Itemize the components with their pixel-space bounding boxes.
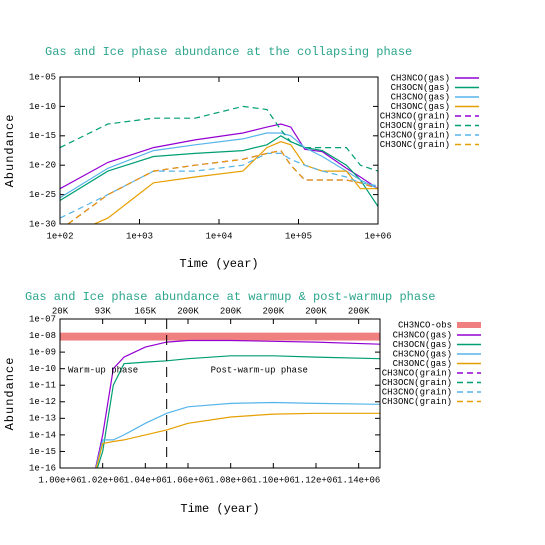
legend-label: CH3NCO(gas) xyxy=(391,73,450,83)
x-tick-label: 1.06e+06 xyxy=(166,475,209,485)
legend-label: CH3CNO(gas) xyxy=(393,349,452,359)
series-line xyxy=(60,105,378,172)
series-line xyxy=(66,149,378,224)
legend-label: CH3OCN(grain) xyxy=(382,378,452,388)
x-axis-label: Time (year) xyxy=(179,257,258,271)
x2-tick-label: 20K xyxy=(52,306,69,316)
legend-label: CH3NCO-obs xyxy=(398,320,452,330)
legend-label: CH3ONC(gas) xyxy=(391,102,450,112)
series-line xyxy=(94,339,380,468)
series-line xyxy=(60,135,378,207)
series-line xyxy=(60,123,378,190)
x-tick-label: 1.04e+06 xyxy=(124,475,167,485)
x2-tick-label: 93K xyxy=(95,306,112,316)
x-tick-label: 1e+02 xyxy=(46,231,73,241)
legend-label: CH3NCO(grain) xyxy=(380,111,450,121)
chart-title: Gas and Ice phase abundance at the colla… xyxy=(45,45,412,59)
series-group xyxy=(94,339,380,468)
series-line xyxy=(96,355,380,468)
legend-label: CH3ONC(grain) xyxy=(382,397,452,407)
x2-tick-label: 165K xyxy=(135,306,157,316)
y-axis-label: Abundance xyxy=(3,114,17,188)
y-tick-label: 1e-09 xyxy=(29,347,56,357)
x-tick-label: 1.02e+06 xyxy=(81,475,124,485)
x-tick-label: 1e+03 xyxy=(126,231,153,241)
x2-tick-label: 200K xyxy=(305,306,327,316)
y-tick-label: 1e-10 xyxy=(29,364,56,374)
series-group xyxy=(60,105,378,224)
legend-label: CH3NCO(grain) xyxy=(382,368,452,378)
series-line xyxy=(92,141,378,224)
x-tick-label: 1.08e+06 xyxy=(209,475,252,485)
x-tick-label: 1.10e+06 xyxy=(252,475,295,485)
legend-label: CH3ONC(grain) xyxy=(380,140,450,150)
plot-frame xyxy=(59,76,379,225)
chart-title: Gas and Ice phase abundance at warmup & … xyxy=(25,290,435,304)
series-line xyxy=(95,401,380,468)
y-tick-label: 1e-14 xyxy=(29,430,56,440)
annotation: Warm-up phase xyxy=(68,365,138,375)
x-axis-label: Time (year) xyxy=(180,502,259,516)
legend-label: CH3OCN(gas) xyxy=(393,340,452,350)
y-tick-label: 1e-07 xyxy=(29,314,56,324)
x-tick-label: 1.00e+06 xyxy=(38,475,81,485)
legend-label: CH3CNO(grain) xyxy=(382,387,452,397)
plot-frame xyxy=(59,318,381,469)
legend-label: CH3CNO(grain) xyxy=(380,130,450,140)
y-tick-label: 1e-05 xyxy=(29,72,56,82)
obs-band xyxy=(60,332,380,341)
y-tick-label: 1e-16 xyxy=(29,463,56,473)
legend-swatch xyxy=(457,322,481,328)
x-tick-label: 1e+06 xyxy=(364,231,391,241)
legend-label: CH3CNO(gas) xyxy=(391,92,450,102)
y-tick-label: 1e-10 xyxy=(29,102,56,112)
x2-tick-label: 200K xyxy=(177,306,199,316)
x-tick-label: 1.14e+06 xyxy=(337,475,380,485)
x2-tick-label: 200K xyxy=(263,306,285,316)
y-tick-label: 1e-13 xyxy=(29,414,56,424)
y-tick-label: 1e-15 xyxy=(29,447,56,457)
series-line xyxy=(95,412,380,468)
x-tick-label: 1.12e+06 xyxy=(294,475,337,485)
x2-tick-label: 200K xyxy=(348,306,370,316)
y-tick-label: 1e-08 xyxy=(29,331,56,341)
legend-label: CH3OCN(gas) xyxy=(391,83,450,93)
y-tick-label: 1e-11 xyxy=(29,381,56,391)
y-tick-label: 1e-20 xyxy=(29,161,56,171)
y-tick-label: 1e-30 xyxy=(29,219,56,229)
y-tick-label: 1e-15 xyxy=(29,131,56,141)
legend-label: CH3OCN(grain) xyxy=(380,121,450,131)
y-tick-label: 1e-12 xyxy=(29,397,56,407)
x-tick-label: 1e+04 xyxy=(205,231,232,241)
legend-label: CH3ONC(gas) xyxy=(393,359,452,369)
y-tick-label: 1e-25 xyxy=(29,190,56,200)
x2-tick-label: 200K xyxy=(220,306,242,316)
legend-label: CH3NCO(gas) xyxy=(393,330,452,340)
y-axis-label: Abundance xyxy=(3,357,17,431)
annotation: Post-warm-up phase xyxy=(211,365,308,375)
x-tick-label: 1e+05 xyxy=(285,231,312,241)
